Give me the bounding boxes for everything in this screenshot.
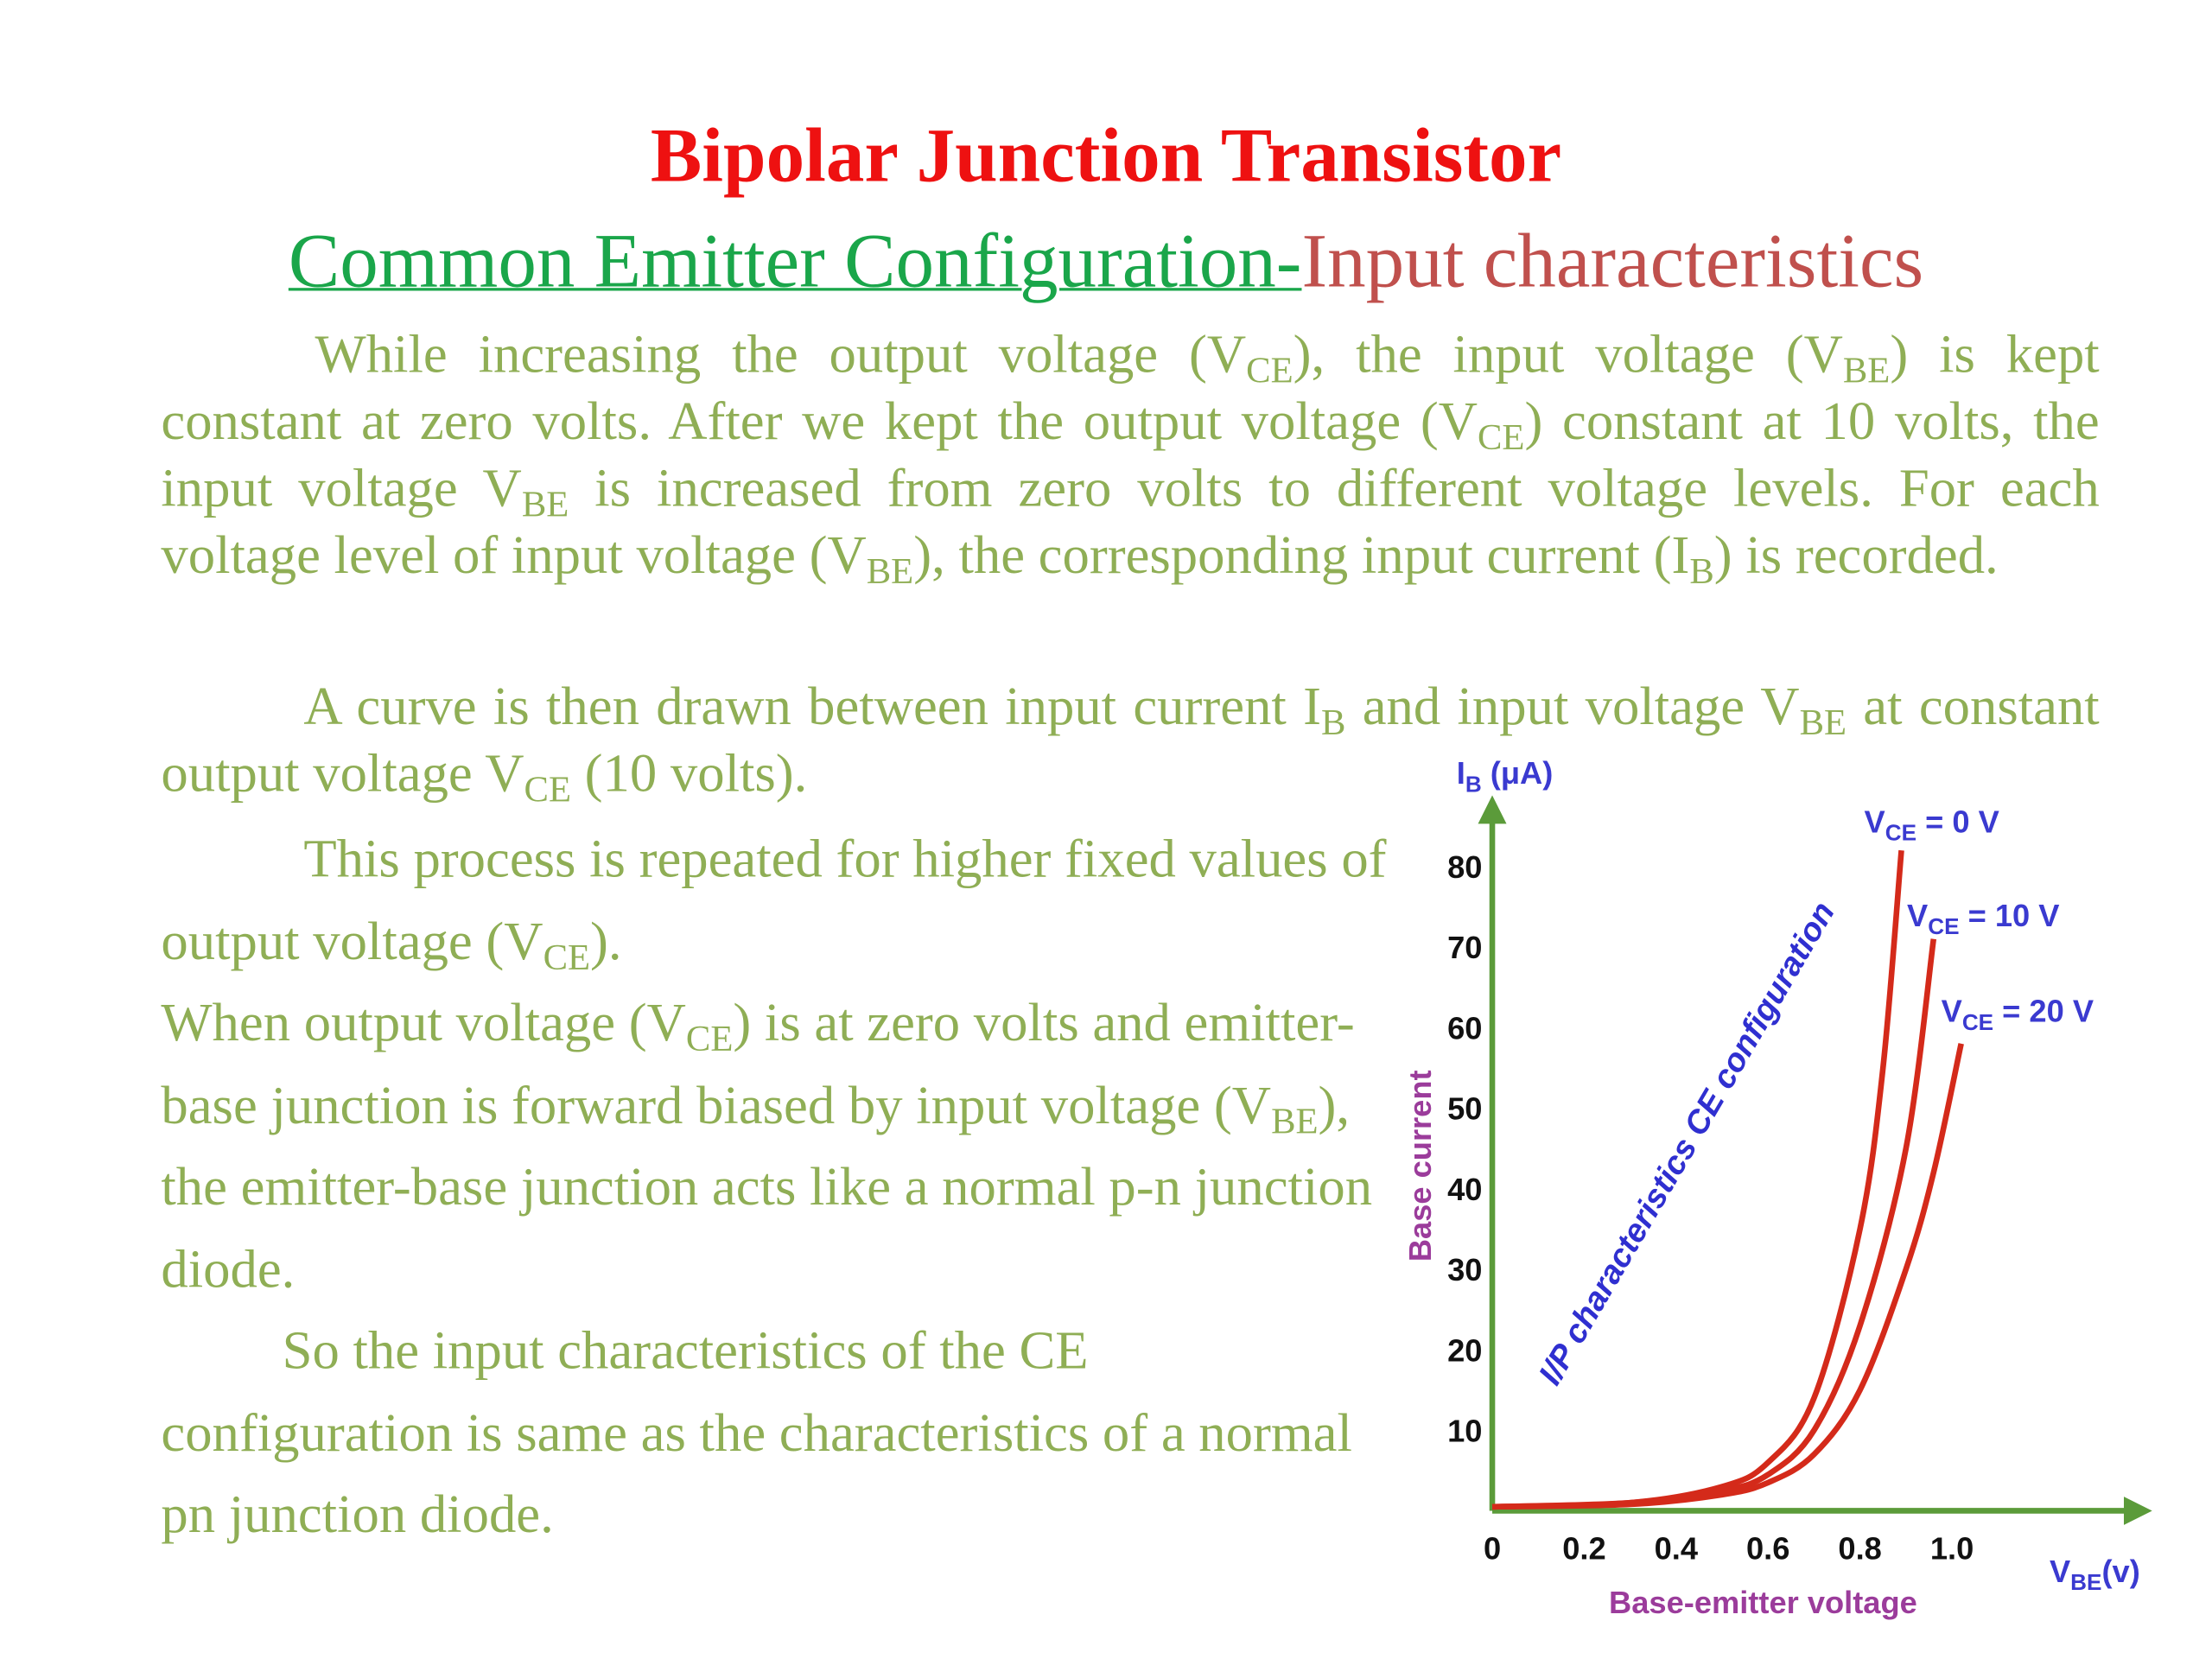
subscript: CE [543,936,591,978]
x-tick-label: 0.2 [1562,1531,1605,1567]
subscript: B [1689,550,1714,592]
text-run: and input voltage V [1345,677,1800,737]
y-title: IB (μA) [1457,755,1554,797]
annotation: I/P characteristics CE configuration [1532,896,1842,1391]
y-tick-label: 30 [1447,1252,1482,1287]
subscript: CE [1477,416,1525,458]
text-run: is increased from zero volts to differen… [161,459,2100,586]
series-label: VCE = 0 V [1865,804,1999,845]
text-run: at constant output voltage V [161,677,2100,804]
text-run: When output voltage (V [161,993,686,1053]
subtitle-link: Common Emitter Configuration- [288,218,1302,304]
subscript: CE [1928,913,1959,939]
paragraph: While increasing the output voltage (VCE… [161,322,2099,590]
paragraph: A curve is then drawn between input curr… [161,674,2099,808]
x-tick-label: 1.0 [1930,1531,1974,1567]
subscript: B [1321,701,1346,743]
text-run: A curve is then drawn between input curr… [303,677,1322,737]
text-run: ) is kept constant at zero volts. After … [161,325,2100,452]
paragraph: So the input characteristics of the CE c… [161,1312,1387,1558]
curve [1491,849,1904,1510]
text-run: While increasing the output voltage (V [315,325,1247,385]
y-tick-label: 50 [1447,1091,1482,1127]
paragraph: This process is repeated for higher fixe… [161,819,1387,983]
subscript: CE [1962,1009,1993,1035]
subscript: CE [1885,819,1916,845]
text-run: ), the input voltage (V [1293,325,1843,385]
subscript: BE [1842,349,1891,391]
subscript: BE [2070,1569,2101,1595]
y-tick-label: 20 [1447,1332,1482,1368]
x-tick-label: 0 [1484,1531,1501,1567]
x-tick-label: 0.8 [1838,1531,1881,1567]
text-run: V [1865,804,1885,839]
y-axis-label: Base current [1402,1070,1438,1262]
subscript: CE [1246,349,1294,391]
curve [1491,1043,1964,1510]
x-title: VBE(v) [2050,1554,2140,1595]
y-tick-label: 70 [1447,930,1482,965]
paragraph: When output voltage (VCE) is at zero vol… [161,983,1387,1311]
text-run: = 20 V [1993,994,2094,1029]
y-tick-label: 40 [1447,1172,1482,1207]
text-run: ) is at zero volts and emitter-base junc… [161,993,1355,1135]
x-tick-label: 0.4 [1655,1531,1698,1567]
plot: 10 20 30 40 50 60 70 80 0 0.2 0.4 0.6 0.8 1.0 IB (μA) V… [1402,755,2140,1620]
text-run: ), the corresponding input current (I [913,525,1690,586]
text-run: So the input characteristics of the CE c… [161,1321,1352,1546]
text-run: ). [590,911,622,972]
y-tick-label: 10 [1447,1413,1482,1448]
subscript: BE [1799,701,1847,743]
subscript: BE [866,550,914,592]
series-label: VCE = 20 V [1942,994,2094,1035]
subscript: B [1465,771,1482,797]
text-run: V [2050,1554,2070,1589]
text-run: ) constant at 10 volts, the input voltag… [161,391,2100,519]
text-column: This process is repeated for higher fixe… [161,819,1387,1557]
text-run: (μA) [1482,755,1554,791]
text-run: ), the emitter-base junction acts like a… [161,1075,1373,1300]
subscript: CE [524,768,572,810]
text-run: = 0 V [1916,804,1999,839]
text-run: V [1907,898,1928,933]
text-run: = 10 V [1960,898,2060,933]
text-run: ) is recorded. [1713,525,1999,586]
title: Bipolar Junction Transistor [650,112,1562,199]
text-run: (10 volts). [571,744,808,804]
subtitle: Common Emitter Configuration-Input chara… [0,217,2212,305]
text-run: I [1457,755,1465,791]
text-run: (v) [2101,1554,2139,1589]
y-tick-label: 60 [1447,1010,1482,1046]
subtitle-rest: Input characteristics [1301,218,1924,304]
x-axis-label: Base-emitter voltage [1609,1585,1917,1620]
y-tick-label: 80 [1447,849,1482,885]
curve [1491,938,1937,1510]
subscript: BE [521,483,569,525]
subscript: CE [685,1018,734,1059]
text-run: V [1942,994,1962,1029]
x-tick-label: 0.6 [1746,1531,1789,1567]
text-run: This process is repeated for higher fixe… [161,830,1387,972]
series-label: VCE = 10 V [1907,898,2059,939]
subscript: BE [1271,1099,1319,1141]
